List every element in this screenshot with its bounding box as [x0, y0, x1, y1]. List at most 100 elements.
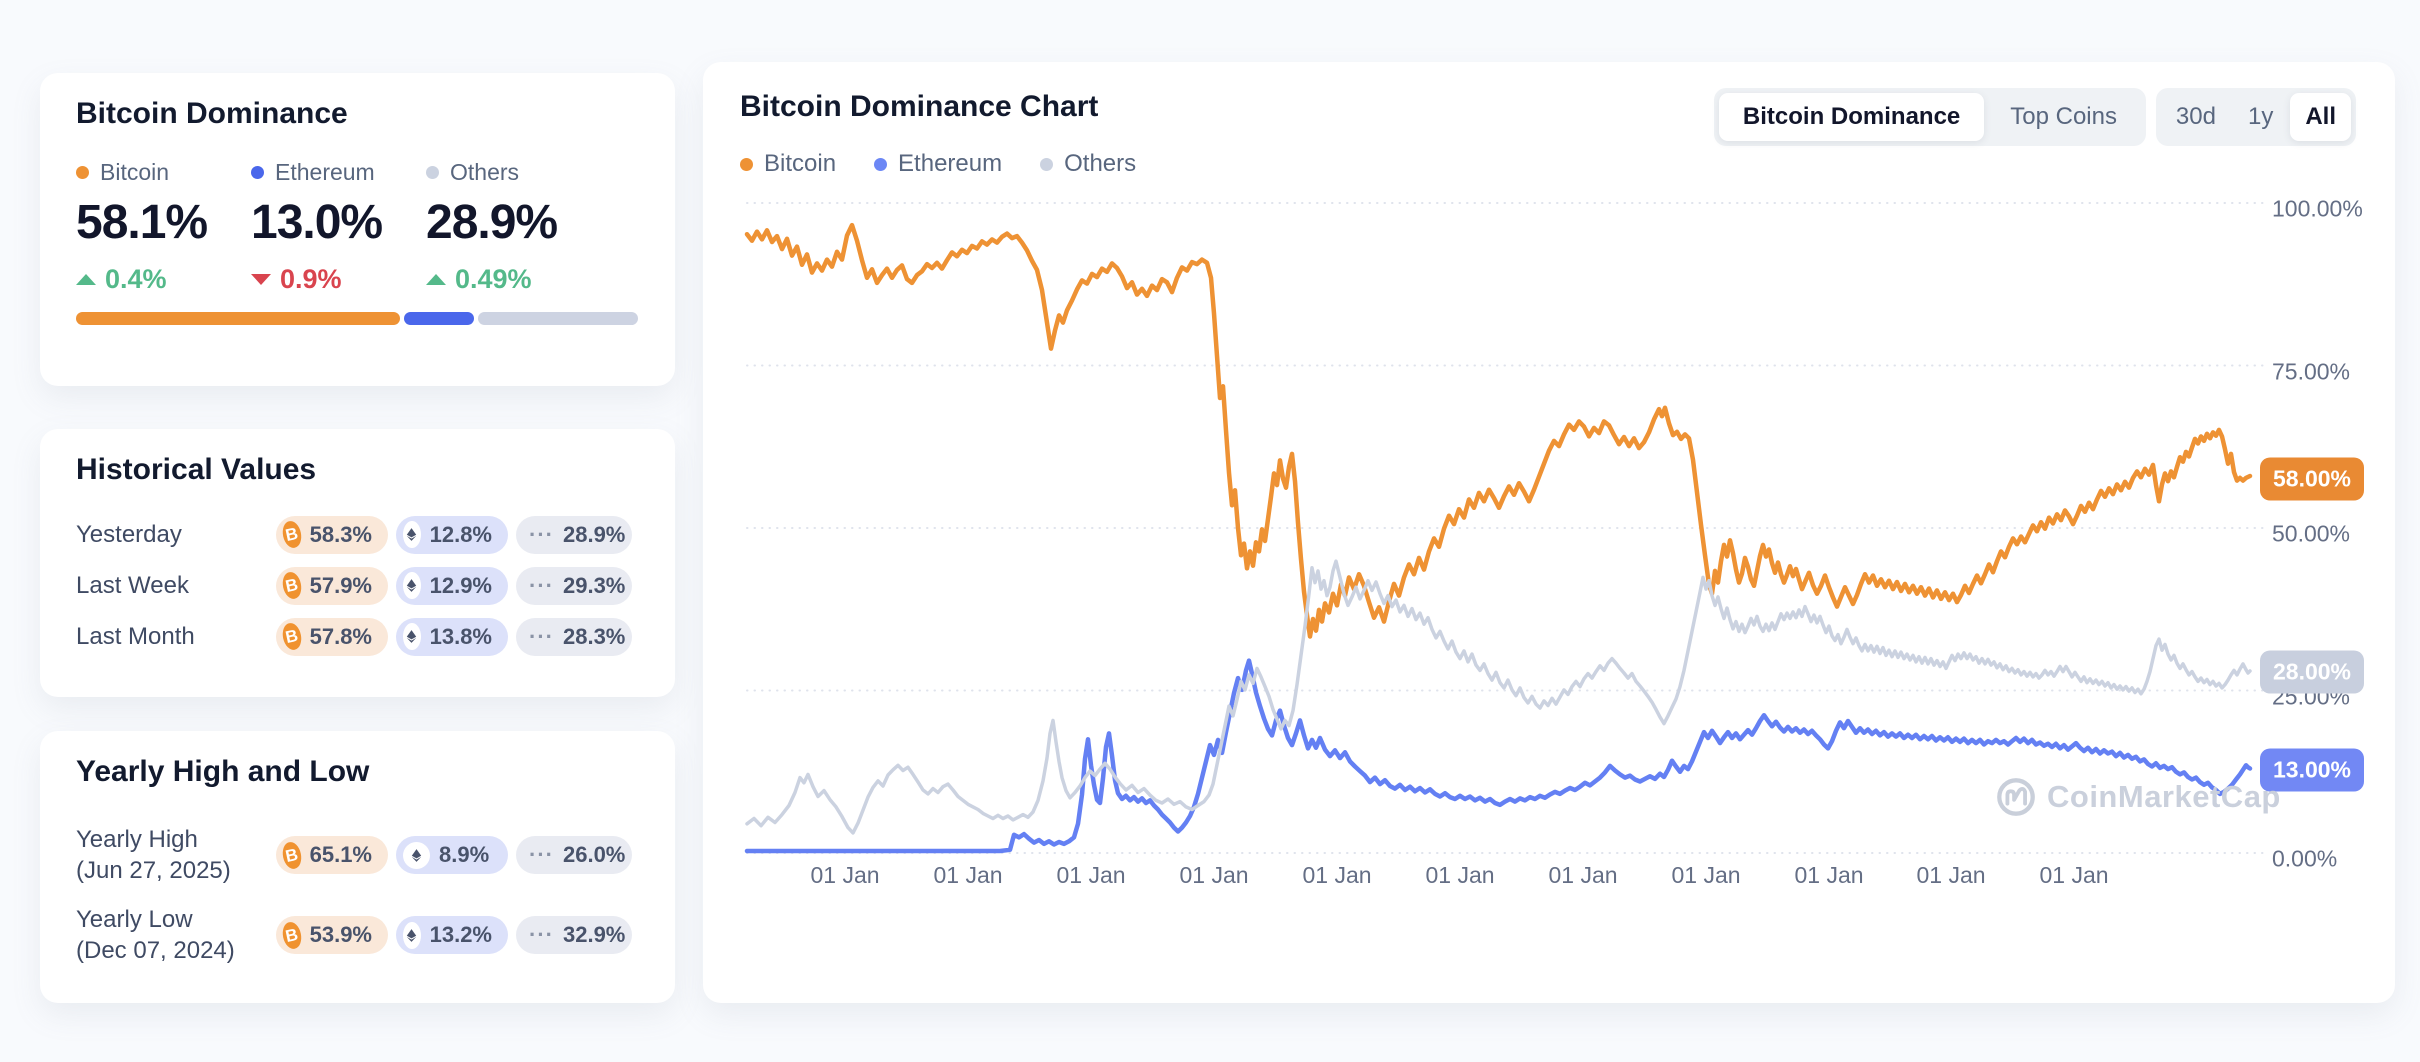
row-label: Yearly Low [76, 906, 193, 933]
y-axis-label: 50.00% [2272, 520, 2351, 547]
row-date: (Jun 27, 2025) [76, 857, 231, 884]
dominance-line-chart[interactable] [703, 62, 2395, 1003]
badge-value: 65.1% [309, 842, 372, 867]
legend-dot-icon [874, 157, 888, 171]
stat-change: 0.49% [426, 264, 601, 295]
badge-value: 29.3% [562, 572, 626, 598]
others-badge: ··· 29.3% [516, 566, 632, 605]
badge-value: 32.9% [562, 922, 626, 947]
dominance-card-title: Bitcoin Dominance [76, 97, 348, 130]
stat-change-value: 0.49% [455, 264, 532, 294]
badge-value: 58.3% [309, 521, 372, 547]
stat-legend: Others [426, 157, 601, 187]
dominance-bar [76, 312, 639, 325]
bitcoin-icon: B [280, 570, 304, 601]
historical-card-title: Historical Values [76, 453, 317, 486]
others-badge: ··· 28.3% [516, 617, 632, 656]
row-badges: B 65.1% 8.9% ··· 26.0% [276, 836, 632, 874]
last-value-badge-ethereum: 13.00% [2260, 748, 2365, 792]
badge-value: 8.9% [439, 842, 490, 867]
arrow-down-icon [251, 274, 271, 285]
row-label: Last Month [76, 622, 195, 650]
others-dots-icon: ··· [529, 922, 554, 947]
badge-value: 13.2% [429, 922, 492, 947]
ethereum-icon [403, 841, 430, 869]
yearly-row: Yearly High (Jun 27, 2025) B 65.1% 8.9% ··· 26… [76, 815, 645, 895]
badge-value: 28.3% [562, 623, 626, 649]
ethereum-badge: 12.9% [396, 566, 508, 605]
tab-bitcoin-dominance[interactable]: Bitcoin Dominance [1718, 93, 1985, 141]
y-axis-label: 100.00% [2272, 195, 2363, 222]
x-axis-label: 01 Jan [1548, 862, 1618, 888]
tab-top-coins[interactable]: Top Coins [1986, 93, 2141, 141]
chart-legend-item-ethereum[interactable]: Ethereum [874, 150, 1002, 178]
bitcoin-icon: B [280, 919, 304, 951]
bitcoin-badge: B 57.8% [276, 617, 388, 656]
badge-value: 12.9% [429, 572, 492, 598]
range-all[interactable]: All [2290, 93, 2351, 141]
series-line-bitcoin [744, 222, 2253, 639]
last-value-badge-bitcoin: 58.00% [2260, 457, 2365, 501]
stat-change-value: 0.4% [105, 264, 167, 294]
row-badges: B 57.8% 13.8% ··· 28.3% [276, 617, 632, 656]
stat-value: 28.9% [426, 196, 558, 249]
ethereum-icon [403, 623, 421, 650]
badge-value: 13.8% [429, 623, 492, 649]
x-axis-label: 01 Jan [933, 862, 1003, 888]
legend-dot-icon [1040, 157, 1054, 171]
historical-row: Last Week B 57.9% 12.9% ··· 29.3% [76, 560, 645, 611]
chart-legend: Bitcoin Ethereum Others [740, 150, 1136, 178]
others-dots-icon: ··· [529, 623, 554, 649]
badge-value: 28.9% [562, 521, 626, 547]
historical-row: Last Month B 57.8% 13.8% ··· 28.3% [76, 611, 645, 662]
row-date: (Dec 07, 2024) [76, 937, 235, 964]
legend-dot-icon [76, 165, 89, 179]
others-dots-icon: ··· [529, 572, 554, 598]
y-axis-label: 75.00% [2272, 358, 2351, 384]
legend-label: Bitcoin [764, 150, 837, 177]
stat-legend: Bitcoin [76, 157, 251, 187]
historical-row: Yesterday B 58.3% 12.8% ··· 28.9% [76, 509, 645, 560]
x-axis-label: 01 Jan [1056, 862, 1126, 888]
range-toggle: 30d 1y All [2155, 88, 2356, 146]
others-badge: ··· 26.0% [516, 836, 632, 874]
badge-value: 53.9% [309, 922, 372, 947]
stat-change-value: 0.9% [280, 264, 342, 294]
others-badge: ··· 32.9% [516, 916, 632, 954]
ethereum-badge: 12.8% [396, 515, 508, 554]
others-badge: ··· 28.9% [516, 515, 632, 554]
watermark-text: CoinMarketCap [2047, 779, 2281, 814]
dominance-bar-segment [478, 312, 638, 325]
range-30d[interactable]: 30d [2161, 93, 2231, 141]
bitcoin-badge: B 65.1% [276, 836, 388, 874]
ethereum-badge: 13.2% [396, 916, 508, 954]
dominance-stat-ethereum: Ethereum 13.0% 0.9% [251, 157, 426, 295]
bitcoin-badge: B 53.9% [276, 916, 388, 954]
x-axis-label: 01 Jan [1425, 862, 1495, 888]
range-1y[interactable]: 1y [2233, 93, 2288, 141]
chart-legend-item-bitcoin[interactable]: Bitcoin [740, 150, 836, 178]
row-badges: B 58.3% 12.8% ··· 28.9% [276, 515, 632, 554]
badge-value: 12.8% [429, 521, 492, 547]
bitcoin-icon: B [280, 519, 304, 550]
row-badges: B 53.9% 13.2% ··· 32.9% [276, 916, 632, 954]
ethereum-badge: 8.9% [396, 836, 508, 874]
stat-value: 58.1% [76, 196, 208, 249]
stat-value: 13.0% [251, 196, 383, 249]
badge-value: 26.0% [562, 842, 626, 867]
x-axis-label: 01 Jan [810, 862, 880, 888]
others-dots-icon: ··· [529, 842, 554, 867]
historical-values-card: Historical Values Yesterday B 58.3% 12.8% ··… [40, 429, 675, 697]
x-axis-label: 01 Jan [1794, 862, 1864, 888]
ethereum-badge: 13.8% [396, 617, 508, 656]
arrow-up-icon [426, 274, 446, 285]
chart-legend-item-others[interactable]: Others [1040, 150, 1136, 178]
view-toggle: Bitcoin Dominance Top Coins [1713, 88, 2146, 146]
ethereum-icon [403, 572, 421, 599]
coinmarketcap-watermark: CoinMarketCap [1995, 776, 2281, 818]
dominance-stat-bitcoin: Bitcoin 58.1% 0.4% [76, 157, 251, 295]
stat-coin-name: Ethereum [275, 158, 375, 185]
dominance-bar-segment [76, 312, 401, 325]
x-axis-label: 01 Jan [1302, 862, 1372, 888]
row-label: Last Week [76, 571, 189, 599]
